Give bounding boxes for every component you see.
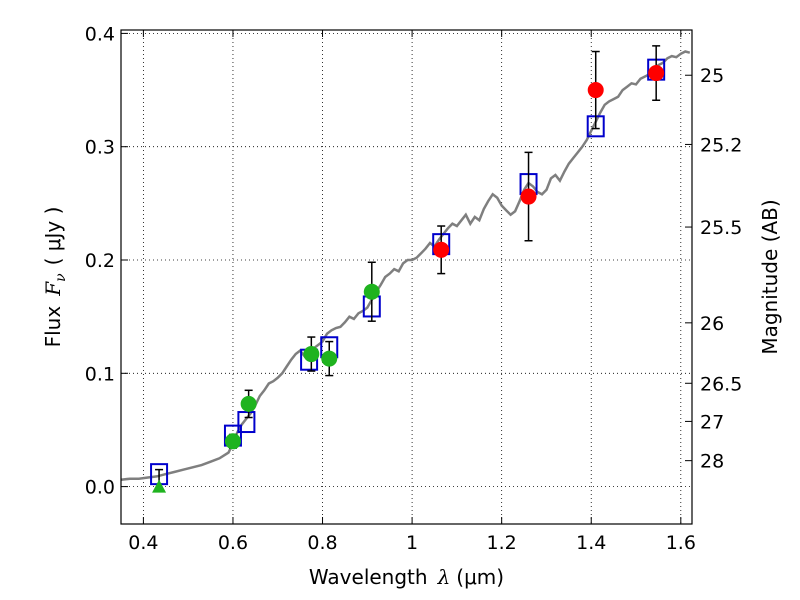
optical-data-point: [224, 433, 241, 450]
y2-axis-label: Magnitude (AB): [758, 199, 782, 354]
x-tick-label: 0.8: [307, 532, 337, 554]
tick-layer: [121, 30, 692, 524]
nir-data-point: [520, 188, 537, 205]
optical-data-point: [303, 346, 320, 363]
y2-tick-label: 27: [700, 411, 724, 433]
y-tick-label: 0.1: [85, 363, 115, 385]
x-tick-label: 1.6: [666, 532, 696, 554]
nir-data-point: [587, 82, 604, 99]
model-flux-box: [237, 411, 256, 434]
errorbar-layer: [155, 45, 661, 487]
y-tick-label: 0.0: [85, 477, 115, 499]
y2-tick-label: 26.5: [700, 373, 742, 395]
y-tick-label: 0.4: [85, 23, 115, 45]
upper-limit-triangle: [152, 479, 167, 493]
y-tick-label: 0.3: [85, 137, 115, 159]
tick-label-layer: 0.4 0.6 0.8 1 1.2 1.4 1.6 0.0 0.1 0.2 0.3 0.4 25 25.2…: [85, 23, 743, 554]
nir-data-point: [648, 65, 665, 82]
x-tick-label: 0.6: [218, 532, 248, 554]
y-tick-label: 0.2: [85, 250, 115, 272]
x-axis-label: Wavelength λ (μm): [309, 565, 504, 589]
y2-tick-label: 28: [700, 451, 724, 473]
optical-data-point: [321, 350, 338, 367]
y2-tick-label: 25.5: [700, 217, 742, 239]
y-axis-label: FluxFν( μJy ): [41, 207, 69, 348]
data-point-layer: [152, 65, 665, 493]
plot-frame: [120, 29, 693, 525]
optical-data-point: [363, 283, 380, 300]
optical-data-point: [240, 395, 257, 412]
x-tick-label: 1.4: [576, 532, 606, 554]
y2-tick-label: 25.2: [700, 134, 742, 156]
x-tick-label: 1.2: [487, 532, 517, 554]
y2-tick-label: 26: [700, 313, 724, 335]
nir-data-point: [433, 241, 450, 258]
x-tick-label: 0.4: [128, 532, 158, 554]
y2-tick-label: 25: [700, 65, 724, 87]
model-box-layer: [150, 58, 666, 486]
x-tick-label: 1: [406, 532, 418, 554]
